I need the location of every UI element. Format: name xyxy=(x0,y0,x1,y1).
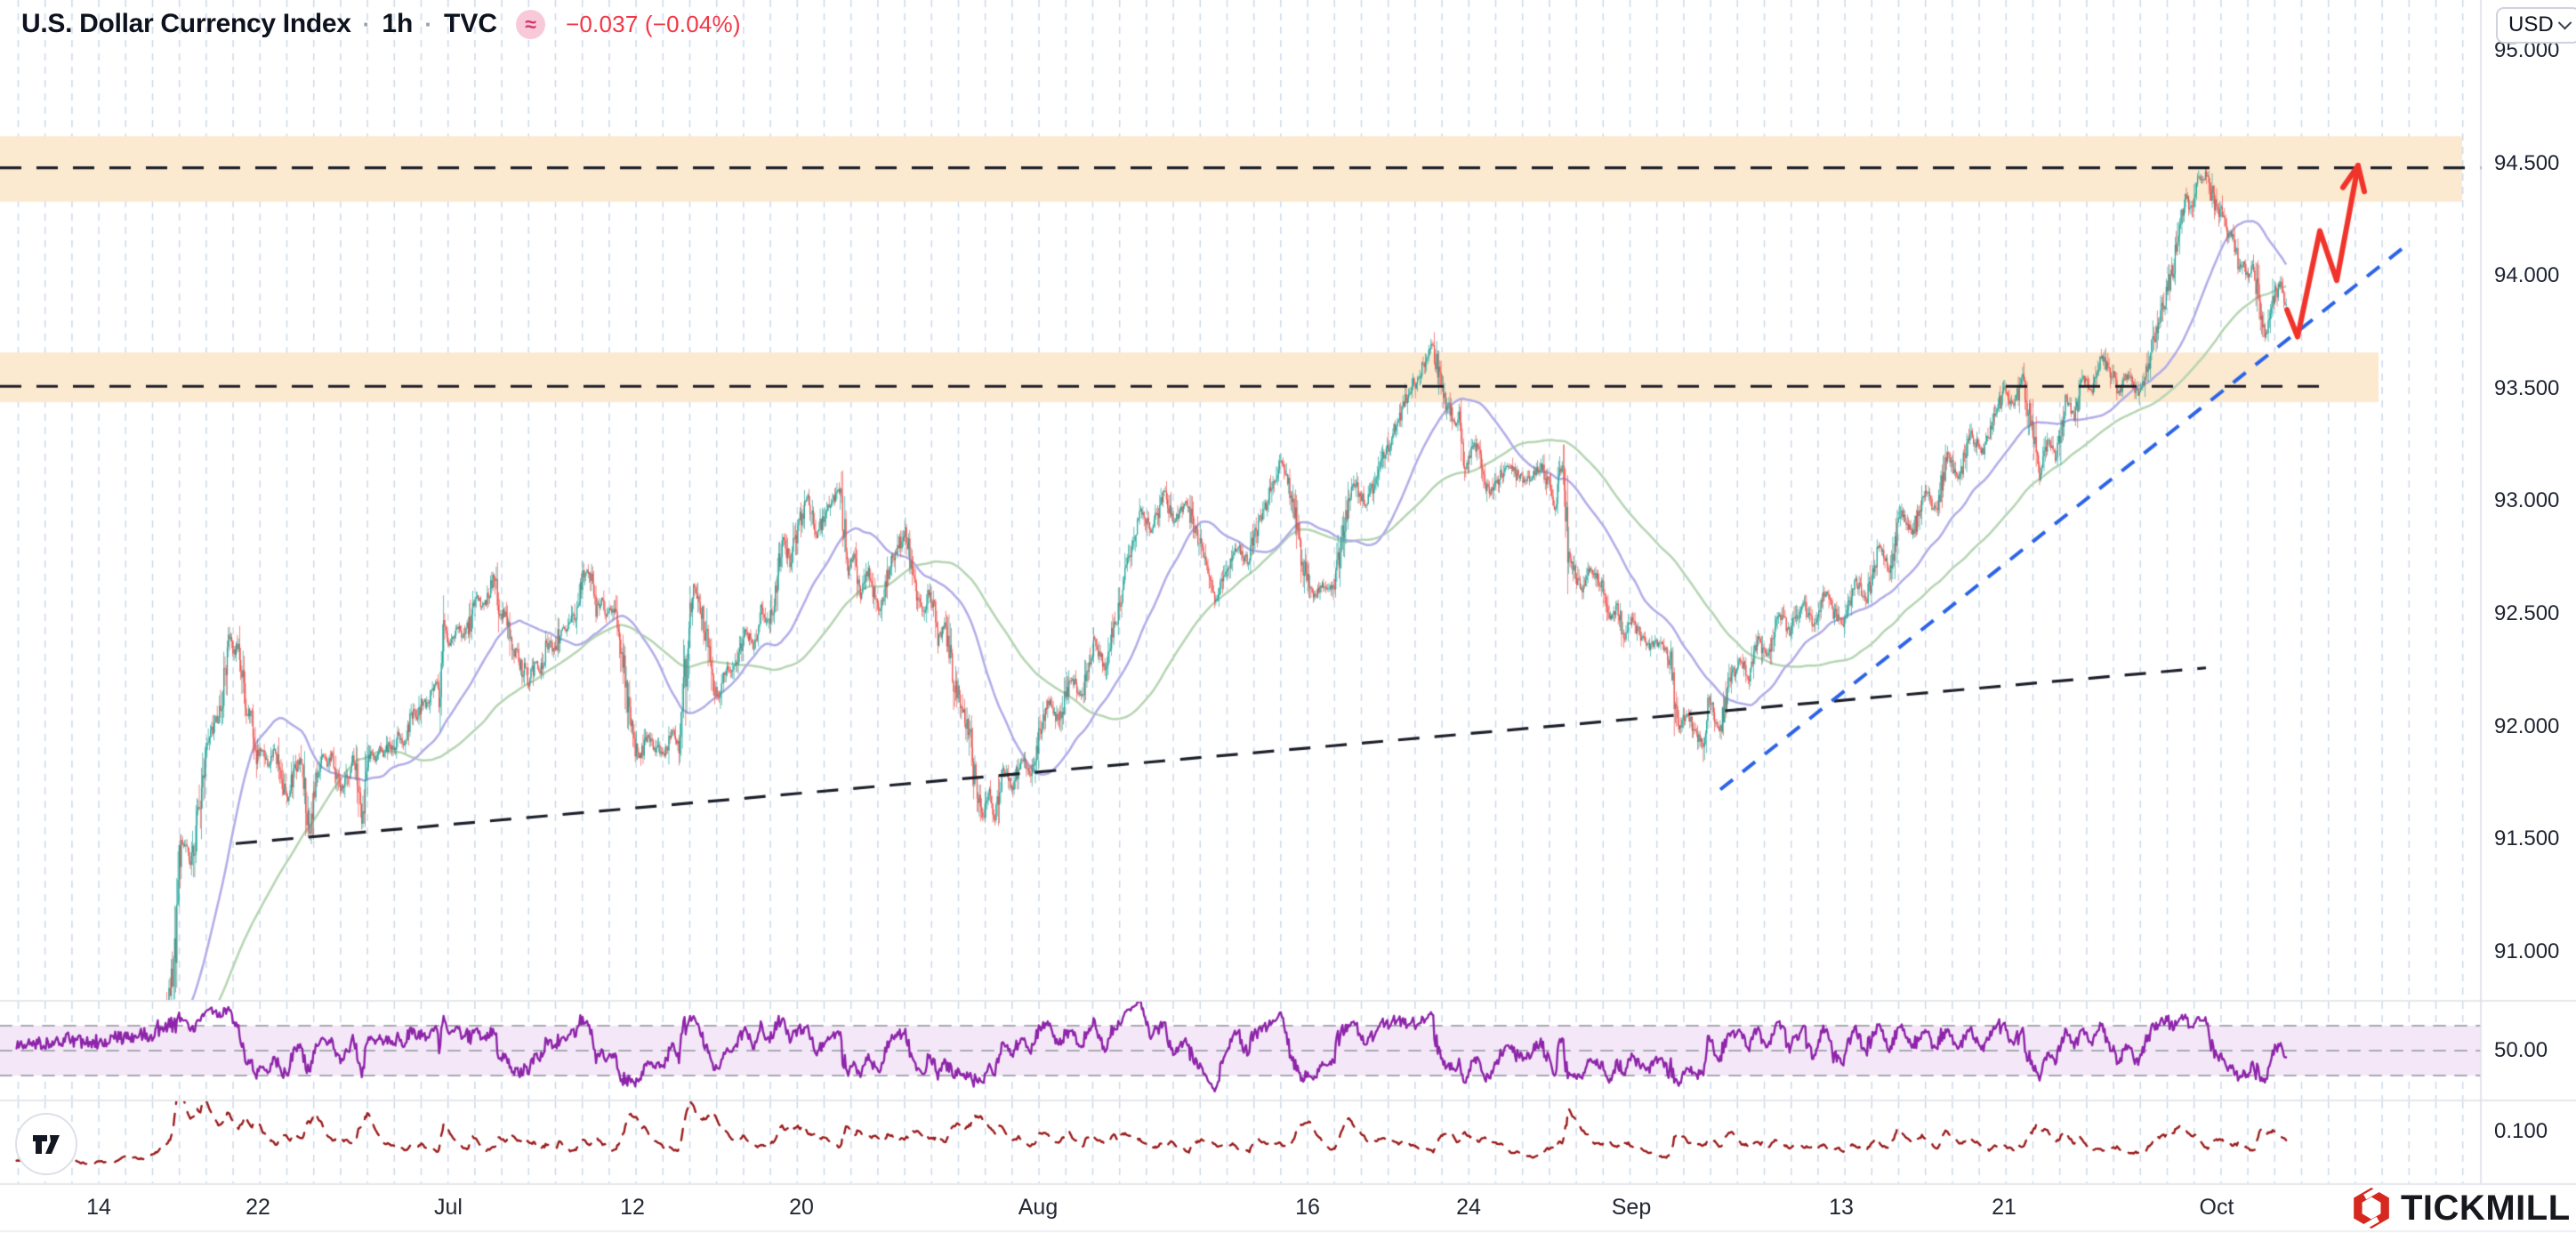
price-axis-label: 91.000 xyxy=(2494,939,2560,963)
legend-separator: · xyxy=(424,10,433,37)
time-axis-label: 24 xyxy=(1456,1195,1481,1220)
tradingview-logo-icon[interactable] xyxy=(15,1113,77,1175)
time-axis-label: 20 xyxy=(789,1195,814,1220)
price-change-label: −0.037 (−0.04%) xyxy=(566,10,741,37)
indicator-axis-label: 50.00 xyxy=(2494,1038,2548,1062)
price-axis-label: 93.500 xyxy=(2494,375,2560,400)
time-axis-label: Aug xyxy=(1018,1195,1059,1220)
market-status-icon: ≈ xyxy=(516,9,546,39)
time-axis-label: 14 xyxy=(86,1195,111,1220)
time-axis-label: Oct xyxy=(2199,1195,2234,1220)
time-axis-label: Sep xyxy=(1611,1195,1652,1220)
time-axis-label: 22 xyxy=(246,1195,270,1220)
exchange-label: TVC xyxy=(444,9,498,38)
time-axis[interactable]: 14 22 Jul 12 20 Aug 16 24 Sep 13 21 Oct xyxy=(0,1184,2482,1232)
time-axis-label: 16 xyxy=(1295,1195,1320,1220)
time-axis-label: Jul xyxy=(434,1195,463,1220)
timeframe-label[interactable]: 1h xyxy=(382,9,414,38)
price-axis-label: 92.000 xyxy=(2494,713,2560,738)
price-axis-label: 94.500 xyxy=(2494,150,2560,175)
legend-separator: · xyxy=(362,10,371,37)
tickmill-wordmark: TICKMILL xyxy=(2401,1188,2571,1228)
currency-label: USD xyxy=(2508,12,2554,36)
price-axis[interactable]: 95.000 94.500 94.000 93.500 93.000 92.500 92.0… xyxy=(2482,0,2576,1183)
symbol-title[interactable]: U.S. Dollar Currency Index xyxy=(21,9,351,38)
currency-selector-button[interactable]: USD xyxy=(2496,7,2576,44)
tickmill-hexagon-icon xyxy=(2354,1187,2389,1229)
price-axis-label: 92.500 xyxy=(2494,601,2560,625)
chevron-down-icon xyxy=(2557,15,2572,29)
price-axis-label: 91.500 xyxy=(2494,826,2560,851)
time-axis-label: 13 xyxy=(1829,1195,1854,1220)
indicator-axis-label: 0.100 xyxy=(2494,1119,2548,1143)
price-axis-label: 93.000 xyxy=(2494,488,2560,513)
tickmill-logo: TICKMILL xyxy=(2350,1187,2571,1229)
price-axis-label: 94.000 xyxy=(2494,263,2560,288)
time-axis-label: 12 xyxy=(620,1195,645,1220)
symbol-legend[interactable]: U.S. Dollar Currency Index · 1h · TVC ≈ … xyxy=(21,9,741,39)
time-axis-label: 21 xyxy=(1992,1195,2017,1220)
